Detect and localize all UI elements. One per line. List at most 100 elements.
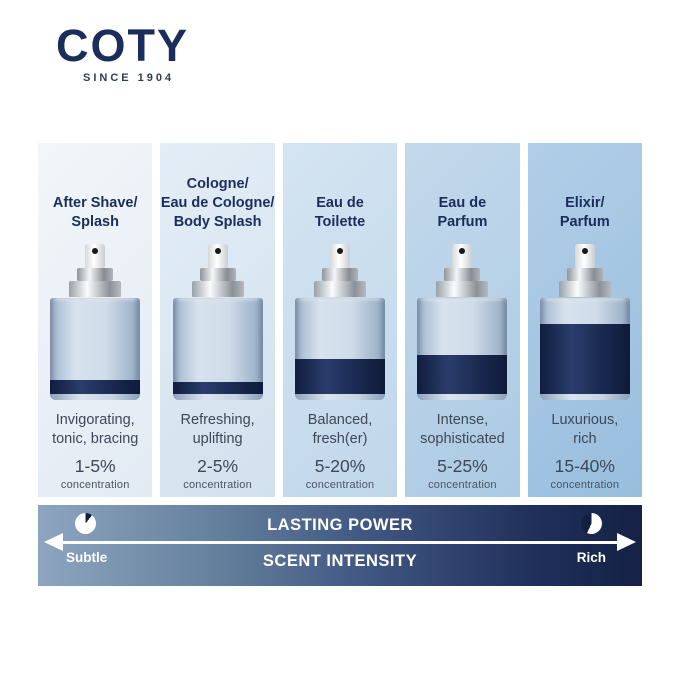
bottle-body: [50, 298, 141, 400]
column-title-line: Eau de Cologne/: [160, 195, 275, 211]
fragrance-column: Eau de Toilette Balanced, fresh(er) 5-20% …: [282, 143, 398, 497]
column-description-line: Intense,: [436, 412, 489, 428]
column-title: Cologne/Eau de Cologne/Body Splash: [160, 143, 275, 232]
column-title-line: Parfum: [437, 214, 488, 230]
column-description-line: Refreshing,: [180, 412, 255, 428]
concentration-range: 15-40%: [554, 456, 615, 476]
perfume-bottle: [172, 244, 263, 400]
column-description: Balanced, fresh(er): [308, 411, 373, 449]
liquid-fill: [539, 324, 630, 394]
column-description-line: rich: [573, 431, 597, 447]
clock-long-elapsed-icon: [581, 513, 602, 534]
column-description: Luxurious, rich: [551, 411, 618, 449]
concentration-label: concentration: [60, 479, 130, 491]
concentration-range: 2-5%: [197, 456, 239, 476]
column-title: Eau de Toilette: [283, 143, 397, 232]
column-description-line: tonic, bracing: [52, 431, 139, 447]
column-description-line: Luxurious,: [551, 412, 619, 428]
column-title: After Shave/Splash: [38, 143, 152, 232]
concentration-label: concentration: [550, 479, 620, 491]
bottle-collar-top: [566, 268, 603, 281]
column-description: Refreshing, uplifting: [181, 411, 255, 449]
brand-tagline: SINCE 1904: [83, 72, 175, 85]
column-description-line: fresh(er): [312, 431, 368, 447]
concentration-range: 1-5%: [74, 456, 116, 476]
column-description: Invigorating, tonic, bracing: [52, 411, 138, 449]
spray-nozzle-icon: [330, 244, 351, 268]
fragrance-columns: After Shave/Splash Invigorating, tonic, b…: [38, 143, 643, 497]
nozzle-hole: [459, 248, 466, 254]
bottle-body: [295, 298, 386, 400]
spray-nozzle-icon: [207, 244, 228, 268]
bottle-base: [539, 394, 630, 400]
spray-nozzle-icon: [452, 244, 473, 268]
concentration-range: 5-20%: [314, 456, 366, 476]
bottle-collar-top: [77, 268, 114, 281]
column-title-line: Cologne/: [186, 176, 249, 192]
nozzle-hole: [581, 248, 588, 254]
nozzle-hole: [92, 248, 99, 254]
concentration-label: concentration: [183, 479, 252, 491]
perfume-bottle: [50, 244, 141, 400]
bottle-collar: [69, 281, 122, 297]
column-description: Intense, sophisticated: [420, 411, 505, 449]
clock-short-elapsed-icon: [75, 513, 96, 534]
nozzle-hole: [337, 248, 344, 254]
spray-nozzle-icon: [85, 244, 106, 268]
column-title-line: Elixir/: [565, 195, 605, 211]
bottle-base: [417, 394, 508, 400]
bottle-collar: [314, 281, 367, 297]
bottle-base: [295, 394, 386, 400]
bottle-collar: [191, 281, 244, 297]
column-title-line: Splash: [71, 214, 119, 230]
arrow-right-icon: [617, 533, 636, 551]
bottle-collar: [436, 281, 489, 297]
scent-intensity-label: SCENT INTENSITY: [262, 552, 418, 570]
liquid-fill: [417, 355, 508, 394]
bottle-collar-top: [199, 268, 236, 281]
column-title-line: After Shave/: [52, 195, 138, 211]
bottle-base: [172, 394, 263, 400]
perfume-bottle: [295, 244, 386, 400]
column-title-line: Body Splash: [173, 214, 262, 230]
column-title-line: Eau de: [316, 195, 364, 211]
fragrance-column: After Shave/Splash Invigorating, tonic, b…: [38, 143, 153, 497]
bottle-base: [50, 394, 141, 400]
bottle-body: [539, 298, 630, 400]
liquid-fill: [172, 382, 263, 394]
liquid-fill: [295, 359, 386, 394]
bottle-collar-top: [444, 268, 481, 281]
spectrum-bar: LASTING POWER SCENT INTENSITY Subtle Ric…: [38, 505, 642, 586]
nozzle-hole: [214, 248, 221, 254]
rich-label: Rich: [576, 550, 606, 565]
bottle-body: [417, 298, 508, 400]
fragrance-column: Eau de Parfum Intense, sophisticated 5-25%…: [405, 143, 520, 497]
concentration-label: concentration: [305, 479, 375, 491]
column-description-line: sophisticated: [420, 431, 505, 447]
perfume-bottle: [417, 244, 508, 400]
bottle-collar: [558, 281, 611, 297]
column-description-line: uplifting: [192, 431, 243, 447]
perfume-bottle: [539, 244, 630, 400]
column-title-line: Toilette: [314, 214, 366, 230]
spectrum-axis-line: [61, 541, 619, 544]
column-description-line: Invigorating,: [55, 412, 135, 428]
column-title-line: Eau de: [438, 195, 487, 211]
bottle-body: [172, 298, 263, 400]
concentration-label: concentration: [428, 479, 497, 491]
coty-logo: COTY SINCE 1904: [56, 20, 190, 85]
bottle-collar-top: [322, 268, 359, 281]
fragrance-column: Elixir/Parfum Luxurious, rich 15-40% conc…: [527, 143, 643, 497]
concentration-range: 5-25%: [437, 456, 488, 476]
column-title: Eau de Parfum: [405, 143, 519, 232]
brand-name: COTY: [56, 20, 190, 71]
spray-nozzle-icon: [574, 244, 595, 268]
column-title-line: Parfum: [559, 214, 610, 230]
liquid-fill: [50, 380, 141, 394]
column-description-line: Balanced,: [307, 412, 373, 428]
subtle-label: Subtle: [66, 550, 108, 565]
arrow-left-icon: [44, 533, 63, 551]
lasting-power-label: LASTING POWER: [267, 516, 413, 534]
fragrance-column: Cologne/Eau de Cologne/Body Splash Refre…: [160, 143, 275, 497]
column-title: Elixir/Parfum: [528, 143, 642, 232]
